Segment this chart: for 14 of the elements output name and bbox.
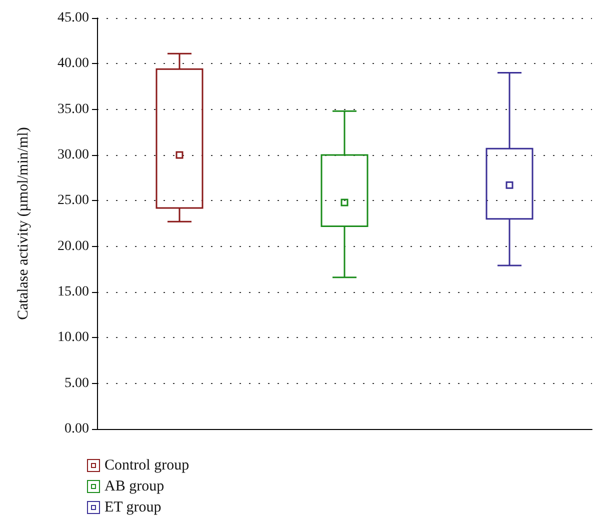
y-tick-label: 0.00: [64, 422, 89, 436]
legend-label: Control group: [104, 458, 190, 474]
y-tick-label: 15.00: [58, 284, 89, 300]
y-tick-label: 5.00: [64, 376, 89, 391]
y-axis-title: Catalase activity (µmol/min/ml): [16, 127, 32, 320]
y-tick-label: 20.00: [58, 238, 89, 254]
y-tick-label: 40.00: [58, 56, 89, 72]
legend-label: ET group: [104, 500, 162, 516]
y-tick-label: 25.00: [58, 193, 89, 208]
legend-label: AB group: [104, 478, 164, 494]
y-tick-label: 45.00: [58, 10, 89, 26]
y-tick-label: 30.00: [58, 148, 89, 162]
y-tick-label: 10.00: [58, 330, 89, 346]
y-tick-label: 35.00: [58, 102, 89, 117]
